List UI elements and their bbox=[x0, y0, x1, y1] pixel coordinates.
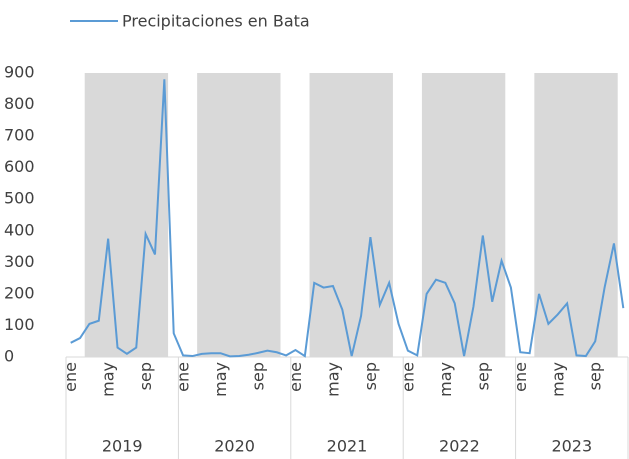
year-band bbox=[197, 73, 281, 357]
x-tick-label: sep bbox=[136, 362, 155, 390]
x-tick-label: ene bbox=[511, 362, 530, 392]
x-tick-label: sep bbox=[361, 362, 380, 390]
year-label: 2020 bbox=[214, 437, 255, 456]
year-band bbox=[309, 73, 393, 357]
y-tick-label: 0 bbox=[4, 347, 14, 366]
x-tick-label: sep bbox=[249, 362, 268, 390]
year-label: 2022 bbox=[439, 437, 480, 456]
y-tick-label: 400 bbox=[4, 220, 35, 239]
year-band bbox=[421, 73, 506, 357]
x-tick-label: may bbox=[99, 362, 118, 397]
y-tick-label: 700 bbox=[4, 126, 35, 145]
y-tick-label: 100 bbox=[4, 315, 35, 334]
x-tick-label: ene bbox=[286, 362, 305, 392]
y-tick-label: 300 bbox=[4, 252, 35, 271]
year-band bbox=[84, 73, 169, 357]
y-tick-label: 800 bbox=[4, 94, 35, 113]
year-label: 2019 bbox=[102, 437, 143, 456]
x-tick-label: may bbox=[436, 362, 455, 397]
y-tick-label: 600 bbox=[4, 157, 35, 176]
x-tick-label: sep bbox=[586, 362, 605, 390]
y-tick-label: 200 bbox=[4, 283, 35, 302]
x-tick-label: ene bbox=[61, 362, 80, 392]
year-label: 2021 bbox=[327, 437, 368, 456]
x-tick-label: may bbox=[211, 362, 230, 397]
x-tick-label: may bbox=[323, 362, 342, 397]
year-label: 2023 bbox=[551, 437, 592, 456]
line-series bbox=[70, 79, 625, 358]
year-band bbox=[534, 73, 618, 357]
y-tick-label: 500 bbox=[4, 189, 35, 208]
x-tick-label: ene bbox=[174, 362, 193, 392]
x-tick-label: ene bbox=[398, 362, 417, 392]
y-tick-label: 900 bbox=[4, 63, 35, 82]
legend-label: Precipitaciones en Bata bbox=[122, 12, 310, 31]
x-tick-label: may bbox=[548, 362, 567, 397]
x-tick-label: sep bbox=[473, 362, 492, 390]
